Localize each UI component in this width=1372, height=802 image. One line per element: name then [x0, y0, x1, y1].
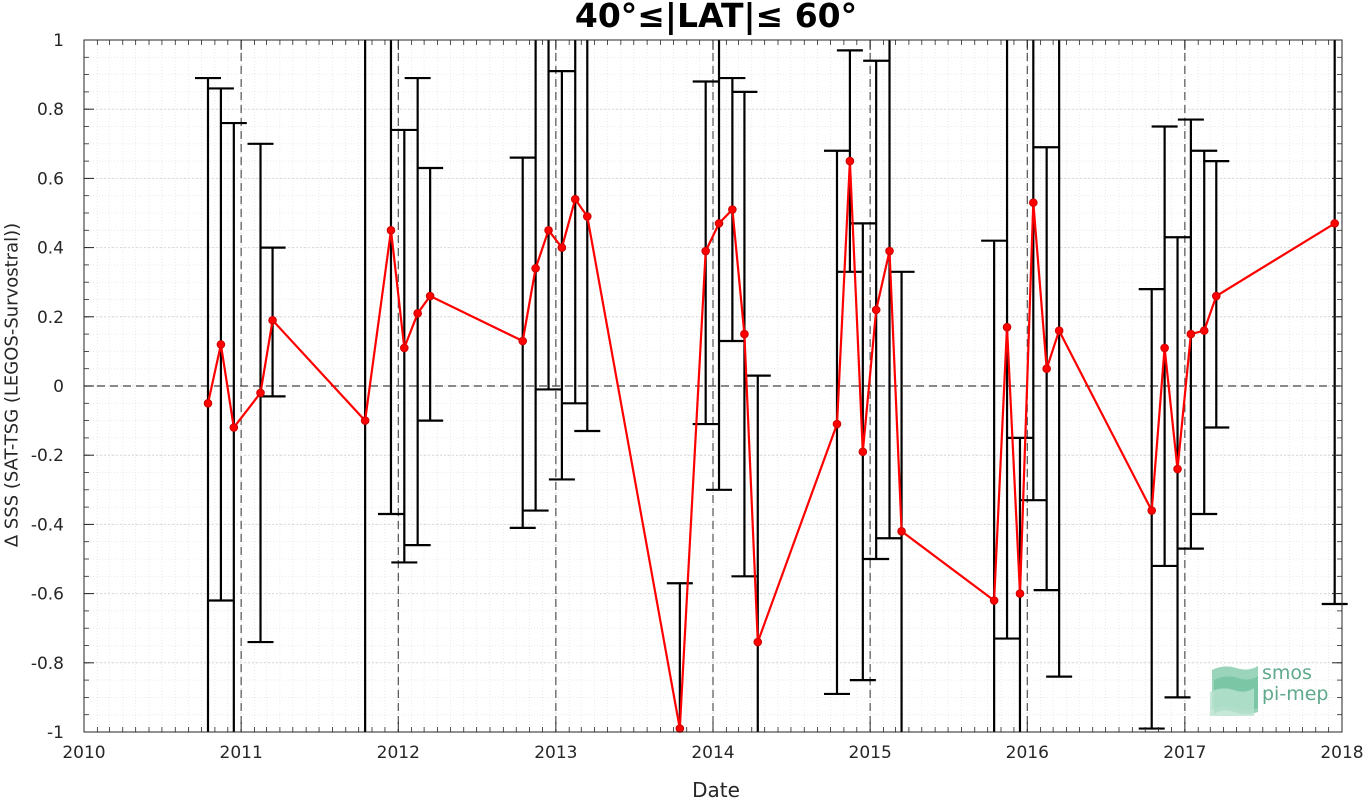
data-point: [885, 246, 894, 256]
y-tick-label: -1: [47, 723, 64, 743]
data-point: [845, 156, 855, 166]
axes: [83, 39, 1343, 733]
x-tick-label: 2018: [1320, 743, 1363, 763]
data-point: [675, 724, 685, 733]
data-point: [386, 226, 396, 235]
data-point: [832, 419, 842, 429]
data-point: [753, 637, 763, 647]
data-point: [858, 447, 868, 457]
logo-text-smos: smos: [1262, 662, 1312, 684]
y-tick-label: 0.6: [37, 169, 64, 189]
y-tick-label: -0.6: [31, 585, 64, 605]
data-point: [1173, 464, 1182, 474]
data-point: [413, 309, 422, 318]
data-point: [531, 264, 540, 273]
data-point: [871, 305, 881, 315]
series: [203, 156, 1339, 733]
chart-title: 40°≤|LAT|≤ 60°: [574, 0, 858, 35]
tick-labels: 2010 2011 2012 2013 2014 2015 2016 2017 2018 1 0.8…: [31, 31, 1364, 763]
y-tick-label: 0.4: [37, 239, 64, 259]
data-point: [570, 194, 580, 204]
data-point: [1002, 322, 1012, 332]
y-tick-label: 0.2: [37, 308, 64, 328]
data-point: [360, 416, 370, 425]
data-point: [557, 243, 567, 252]
x-tick-label: 2012: [377, 743, 420, 763]
x-tick-label: 2013: [534, 743, 577, 763]
data-point: [1199, 326, 1209, 335]
data-point: [728, 205, 737, 214]
y-tick-label: -0.8: [31, 654, 64, 674]
data-point: [1147, 506, 1157, 515]
data-point: [1029, 198, 1038, 207]
data-point: [256, 388, 265, 398]
x-tick-label: 2015: [849, 743, 892, 763]
data-point: [425, 291, 435, 301]
data-point: [714, 219, 724, 228]
data-point: [701, 246, 710, 256]
data-point: [544, 226, 553, 235]
data-point: [1054, 326, 1064, 335]
data-point: [989, 596, 999, 605]
data-point: [400, 343, 409, 353]
data-point: [1211, 291, 1221, 301]
data-point: [1042, 364, 1051, 374]
x-axis-label: Date: [692, 778, 740, 802]
x-tick-label: 2016: [1006, 743, 1049, 763]
data-point: [229, 423, 239, 432]
y-tick-label: 1: [53, 31, 64, 51]
data-point: [1160, 343, 1169, 353]
data-point: [740, 329, 749, 339]
data-point: [1330, 219, 1339, 228]
data-point: [216, 340, 226, 349]
data-point: [518, 336, 528, 346]
data-point: [203, 399, 213, 408]
y-tick-label: 0.8: [37, 100, 64, 120]
smos-pi-mep-logo: smos pi-mep: [1210, 660, 1330, 716]
data-point: [582, 212, 592, 221]
logo-waves-icon: [1210, 666, 1258, 716]
x-tick-label: 2010: [62, 743, 105, 763]
x-tick-label: 2014: [691, 743, 734, 763]
y-tick-label: -0.2: [31, 446, 64, 466]
data-point: [897, 527, 906, 536]
y-tick-label: 0: [53, 377, 64, 397]
data-point: [1015, 589, 1025, 598]
x-tick-label: 2017: [1163, 743, 1206, 763]
y-tick-label: -0.4: [31, 515, 64, 535]
data-point: [268, 315, 277, 325]
x-tick-label: 2011: [220, 743, 263, 763]
y-axis-label: Δ SSS (SAT-TSG (LEGOS-Survostral)): [1, 222, 23, 548]
data-point: [1186, 329, 1196, 339]
logo-text-pi-mep: pi-mep: [1262, 683, 1329, 705]
